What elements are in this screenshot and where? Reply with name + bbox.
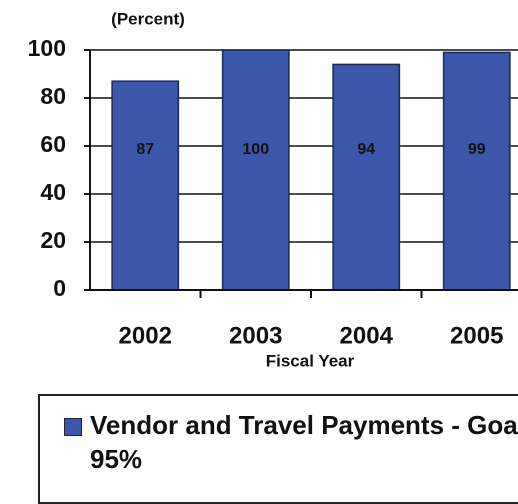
- data-label: 87: [136, 141, 154, 158]
- y-tick-label: 20: [40, 227, 66, 253]
- data-label: 100: [242, 141, 269, 158]
- bar: [111, 80, 180, 291]
- x-tick-label: 2003: [229, 322, 282, 349]
- bar: [332, 63, 401, 291]
- legend-swatch: [64, 418, 82, 436]
- x-tick-label: 2005: [450, 322, 503, 349]
- y-axis-label: (Percent): [111, 9, 185, 28]
- x-axis-label: Fiscal Year: [266, 351, 355, 370]
- bar: [221, 49, 290, 291]
- y-tick-label: 40: [40, 179, 66, 205]
- bar: [442, 51, 511, 291]
- page: (Percent) Fiscal Year 0 20 40 60 80 100 2002 87…: [27, 9, 518, 504]
- y-tick-label: 0: [53, 275, 66, 301]
- data-label: 99: [468, 141, 486, 158]
- y-tick-label: 60: [40, 131, 66, 157]
- legend: Vendor and Travel Payments - Goal 95%: [38, 394, 518, 504]
- legend-label: Vendor and Travel Payments - Goal 95%: [90, 410, 518, 474]
- data-label: 94: [357, 141, 375, 158]
- x-tick-label: 2002: [119, 322, 172, 349]
- y-tick-label: 80: [40, 83, 66, 109]
- chart: (Percent) Fiscal Year 0 20 40 60 80 100 2002 87…: [28, 9, 518, 370]
- y-tick-label: 100: [28, 35, 66, 61]
- x-tick-label: 2004: [340, 322, 394, 349]
